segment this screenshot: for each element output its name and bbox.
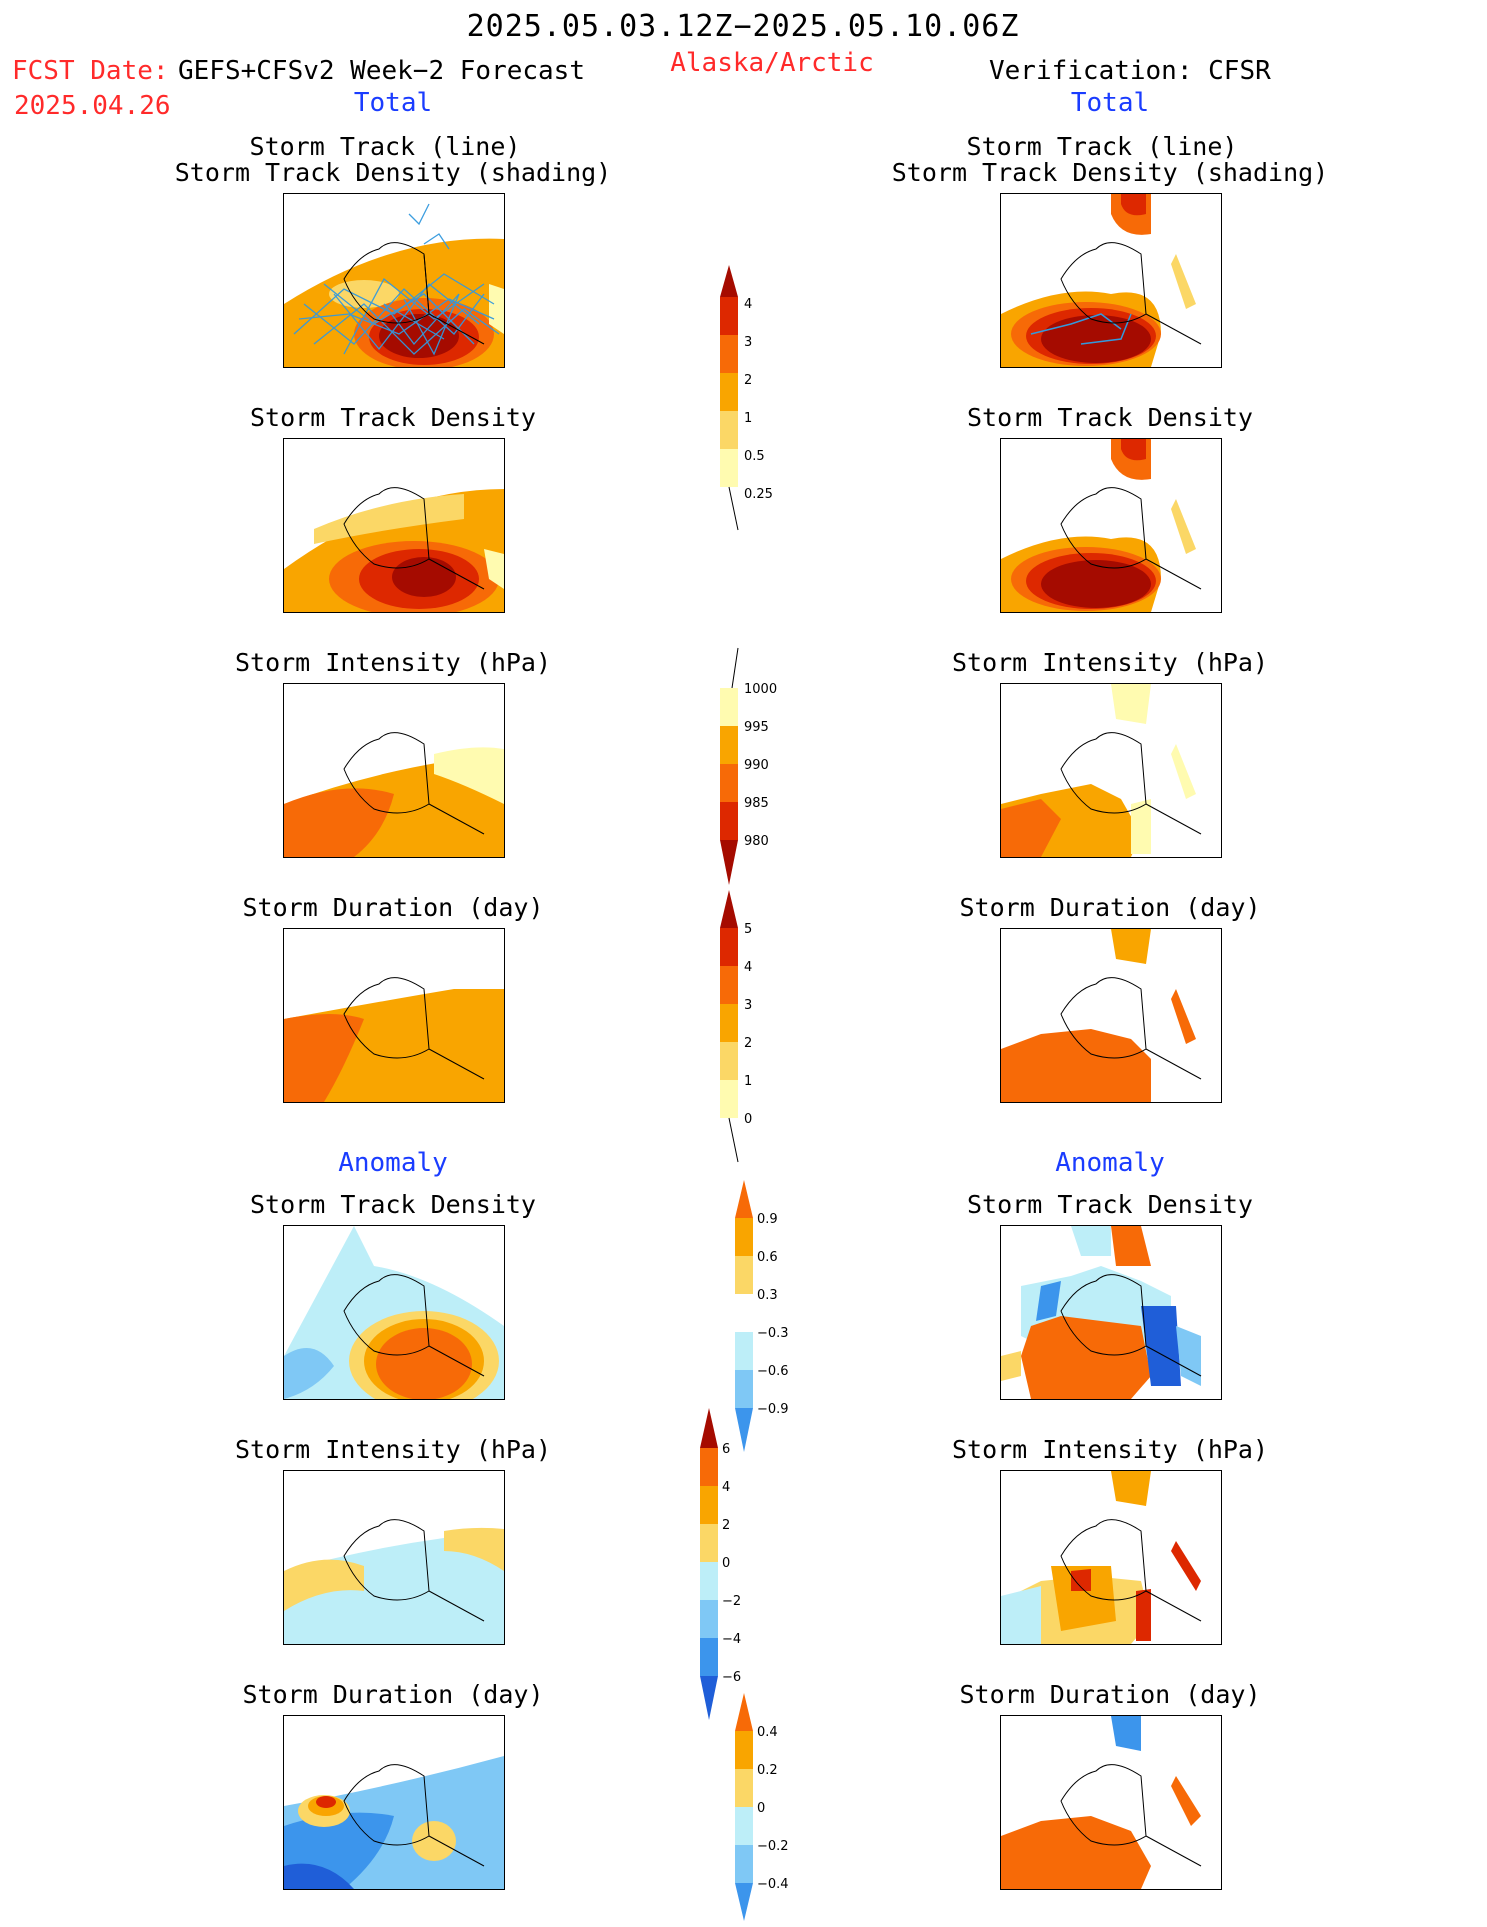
cbar-td-tick-1: 3 xyxy=(744,335,752,350)
cbar-ai-tick-1: 4 xyxy=(722,1480,730,1495)
page-title: 2025.05.03.12Z−2025.05.10.06Z xyxy=(466,9,1020,44)
right-p1-title-line2: Storm Track Density (shading) xyxy=(891,158,1329,187)
map-right-anom-intensity xyxy=(1000,1470,1222,1645)
right-intensity-title: Storm Intensity (hPa) xyxy=(951,648,1269,677)
right-anomaly-heading: Anomaly xyxy=(1055,1148,1165,1178)
forecast-name: GEFS+CFSv2 Week−2 Forecast xyxy=(178,56,585,86)
right-anom-density-title: Storm Track Density xyxy=(967,1190,1253,1219)
cbar-ad-tick-2: 0.3 xyxy=(757,1288,778,1303)
map-right-anom-duration xyxy=(1000,1715,1222,1890)
cbar-dur-tick-4: 1 xyxy=(744,1074,752,1089)
left-intensity-title: Storm Intensity (hPa) xyxy=(234,648,552,677)
cbar-adu-tick-4: −0.4 xyxy=(757,1877,789,1892)
map-right-density xyxy=(1000,438,1222,613)
cbar-ai-tick-6: −6 xyxy=(722,1670,741,1685)
right-anom-duration-title: Storm Duration (day) xyxy=(959,1680,1261,1709)
cbar-int-tick-0: 1000 xyxy=(744,682,777,697)
region-label: Alaska/Arctic xyxy=(670,48,874,78)
map-right-intensity xyxy=(1000,683,1222,858)
cbar-adu-tick-2: 0 xyxy=(757,1801,765,1816)
map-left-anom-density xyxy=(283,1225,505,1400)
colorbar-duration: 5 4 3 2 1 0 xyxy=(720,890,800,1170)
cbar-adu-tick-3: −0.2 xyxy=(757,1839,789,1854)
cbar-td-tick-3: 1 xyxy=(744,411,752,426)
cbar-ad-tick-3: −0.3 xyxy=(757,1326,789,1341)
map-left-duration xyxy=(283,928,505,1103)
cbar-ad-tick-4: −0.6 xyxy=(757,1364,789,1379)
cbar-ai-tick-3: 0 xyxy=(722,1556,730,1571)
cbar-dur-tick-3: 2 xyxy=(744,1036,752,1051)
right-duration-title: Storm Duration (day) xyxy=(959,893,1261,922)
cbar-ai-tick-5: −4 xyxy=(722,1632,741,1647)
colorbar-anom-duration: 0.4 0.2 0 −0.2 −0.4 xyxy=(735,1693,815,1923)
fcst-date-label: FCST Date: xyxy=(12,56,169,86)
cbar-dur-tick-2: 3 xyxy=(744,998,752,1013)
left-p1-title-line1: Storm Track (line) xyxy=(249,132,521,161)
colorbar-anom-intensity: 6 4 2 0 −2 −4 −6 xyxy=(700,1408,780,1728)
map-left-anom-duration xyxy=(283,1715,505,1890)
fcst-date-value: 2025.04.26 xyxy=(14,91,171,121)
cbar-ai-tick-2: 2 xyxy=(722,1518,730,1533)
right-density-title: Storm Track Density xyxy=(967,403,1253,432)
left-anom-density-title: Storm Track Density xyxy=(250,1190,536,1219)
map-left-storm-track xyxy=(283,193,505,368)
cbar-ad-tick-1: 0.6 xyxy=(757,1250,778,1265)
map-left-anom-intensity xyxy=(283,1470,505,1645)
map-left-density xyxy=(283,438,505,613)
colorbar-intensity: 1000 995 990 985 980 xyxy=(720,647,800,888)
cbar-int-tick-2: 990 xyxy=(744,758,769,773)
colorbar-anom-density: 0.9 0.6 0.3 −0.3 −0.6 −0.9 xyxy=(735,1180,815,1460)
left-anom-intensity-title: Storm Intensity (hPa) xyxy=(234,1435,552,1464)
right-anom-intensity-title: Storm Intensity (hPa) xyxy=(951,1435,1269,1464)
right-p1-title-line1: Storm Track (line) xyxy=(966,132,1238,161)
cbar-ai-tick-4: −2 xyxy=(722,1594,741,1609)
cbar-int-tick-4: 980 xyxy=(744,834,769,849)
cbar-td-tick-5: 0.25 xyxy=(744,487,773,502)
colorbar-track-density: 4 3 2 1 0.5 0.25 xyxy=(720,265,800,545)
cbar-ai-tick-0: 6 xyxy=(722,1442,730,1457)
cbar-ad-tick-0: 0.9 xyxy=(757,1212,778,1227)
cbar-td-tick-2: 2 xyxy=(744,373,752,388)
left-duration-title: Storm Duration (day) xyxy=(242,893,544,922)
cbar-dur-tick-5: 0 xyxy=(744,1112,752,1127)
cbar-dur-tick-0: 5 xyxy=(744,922,752,937)
map-left-intensity xyxy=(283,683,505,858)
right-total-heading: Total xyxy=(1070,88,1150,118)
left-anom-duration-title: Storm Duration (day) xyxy=(242,1680,544,1709)
map-right-duration xyxy=(1000,928,1222,1103)
map-right-anom-density xyxy=(1000,1225,1222,1400)
cbar-td-tick-4: 0.5 xyxy=(744,449,765,464)
cbar-int-tick-3: 985 xyxy=(744,796,769,811)
cbar-adu-tick-1: 0.2 xyxy=(757,1763,778,1778)
cbar-adu-tick-0: 0.4 xyxy=(757,1725,778,1740)
cbar-ad-tick-5: −0.9 xyxy=(757,1402,789,1417)
left-total-heading: Total xyxy=(353,88,433,118)
cbar-td-tick-0: 4 xyxy=(744,297,752,312)
map-right-storm-track xyxy=(1000,193,1222,368)
left-density-title: Storm Track Density xyxy=(250,403,536,432)
left-anomaly-heading: Anomaly xyxy=(338,1148,448,1178)
cbar-int-tick-1: 995 xyxy=(744,720,769,735)
left-p1-title-line2: Storm Track Density (shading) xyxy=(174,158,612,187)
cbar-dur-tick-1: 4 xyxy=(744,960,752,975)
verification-label: Verification: CFSR xyxy=(989,56,1271,86)
